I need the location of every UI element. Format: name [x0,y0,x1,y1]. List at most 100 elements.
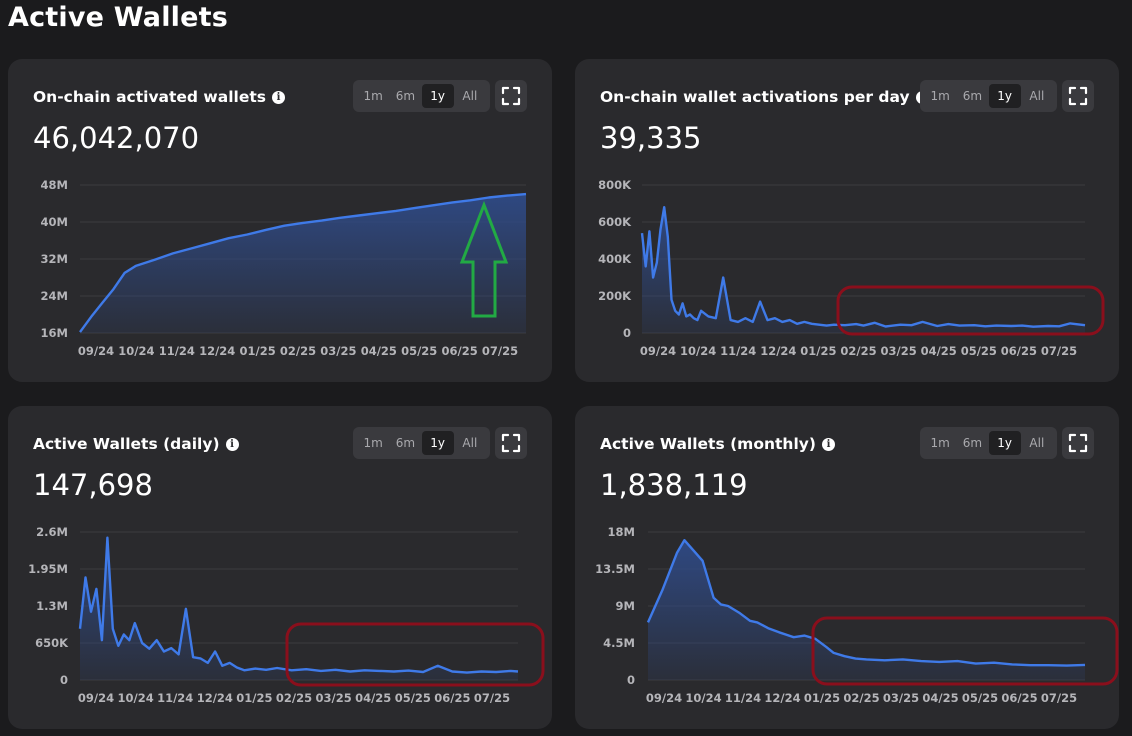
fullscreen-button[interactable] [1062,80,1094,112]
y-tick-label: 32M [41,252,68,266]
range-button-1y[interactable]: 1y [988,431,1021,455]
y-tick-label: 0 [623,326,631,340]
range-button-all[interactable]: All [1029,436,1045,450]
x-tick-label: 10/24 [118,344,154,358]
chart-svg: 0 4.5M 9M 13.5M 18M 09/24 10/24 11/24 12/24 01/25… [595,525,1119,705]
range-button-1m[interactable]: 1m [363,436,383,450]
range-button-1m[interactable]: 1m [363,89,383,103]
x-tick-label: 07/25 [1041,344,1077,358]
range-button-all[interactable]: All [1029,89,1045,103]
series-area [80,194,526,333]
chart-card-4: Active Wallets (monthly) i 1m 6m 1y All 1,838,… [575,406,1119,729]
range-button-1y[interactable]: 1y [988,84,1021,108]
y-tick-label: 18M [608,525,635,539]
card-title: Active Wallets (daily) i [33,435,239,453]
x-tick-label: 04/25 [922,691,958,705]
x-tick-label: 01/25 [804,691,840,705]
y-tick-label: 40M [41,215,68,229]
y-tick-label: 9M [616,599,635,613]
annotation-highlight [836,285,1105,336]
x-tick-label: 01/25 [236,691,272,705]
chart-svg: 0 650K 1.3M 1.95M 2.6M 09/24 10/24 11/24 12/24 01… [28,525,545,705]
fullscreen-button[interactable] [495,80,527,112]
card-title-label: Active Wallets (daily) [33,435,220,453]
y-tick-label: 48M [41,178,68,192]
chart-card-2: On-chain wallet activations per dayi1m6m… [575,59,1119,382]
x-tick-label: 06/25 [441,344,477,358]
x-tick-label: 05/25 [401,344,437,358]
range-button-all[interactable]: All [462,436,478,450]
fullscreen-button[interactable] [1062,427,1094,459]
y-tick-label: 2.6M [36,525,68,539]
x-tick-label: 02/25 [280,344,316,358]
range-button-1m[interactable]: 1m [930,89,950,103]
y-tick-label: 13.5M [595,562,635,576]
x-tick-label: 01/25 [800,344,836,358]
metric-value: 46,042,070 [33,121,200,155]
y-tick-label: 4.5M [603,636,635,650]
x-tick-label: 11/24 [725,691,761,705]
annotation-highlight [285,622,545,687]
x-tick-label: 10/24 [685,691,721,705]
series-line [640,206,1086,328]
fullscreen-icon [501,433,521,453]
fullscreen-icon [1068,86,1088,106]
x-tick-label: 06/25 [434,691,470,705]
x-tick-label: 03/25 [315,691,351,705]
x-tick-label: 07/25 [474,691,510,705]
chart-svg: 0 200K 400K 600K 800K 09/24 10/24 11/24 12/24 01/… [598,178,1105,358]
x-tick-label: 11/24 [720,344,756,358]
series-area [648,540,1085,680]
range-button-1y[interactable]: 1y [421,84,454,108]
chart-card-1: On-chain activated wallets i 1m 6m 1y All 46,0… [8,59,552,382]
range-button-6m[interactable]: 6m [962,89,983,103]
metric-value: 1,838,119 [600,468,748,502]
x-tick-label: 04/25 [355,691,391,705]
y-tick-label: 800K [598,178,632,192]
x-tick-label: 01/25 [239,344,275,358]
series-area [80,537,518,680]
series-line [78,536,519,674]
info-icon[interactable]: i [225,437,239,451]
range-button-6m[interactable]: 6m [395,89,416,103]
time-range-selector: 1m 6m 1y All [353,427,490,459]
card-title-label: Active Wallets (monthly) [600,435,816,453]
x-tick-label: 07/25 [1041,691,1077,705]
x-tick-label: 03/25 [883,691,919,705]
y-tick-label: 24M [41,289,68,303]
x-tick-label: 05/25 [962,691,998,705]
x-tick-label: 03/25 [880,344,916,358]
y-tick-label: 600K [598,215,632,229]
annotation-arrow [459,200,509,318]
fullscreen-button[interactable] [495,427,527,459]
card-title-label: On-chain activated wallets [33,88,266,106]
x-tick-label: 11/24 [157,691,193,705]
x-tick-label: 06/25 [1001,344,1037,358]
annotation-highlight [811,616,1119,686]
x-tick-label: 12/24 [764,691,800,705]
x-tick-label: 06/25 [1001,691,1037,705]
range-button-6m[interactable]: 6m [962,436,983,450]
x-tick-label: 07/25 [482,344,518,358]
x-tick-label: 12/24 [760,344,796,358]
info-icon[interactable]: i [821,437,835,451]
x-tick-label: 03/25 [320,344,356,358]
page-title: Active Wallets [8,2,229,33]
range-button-1m[interactable]: 1m [930,436,950,450]
range-button-1y[interactable]: 1y [421,431,454,455]
range-button-all[interactable]: All [462,89,478,103]
time-range-selector: 1m 6m 1y All [920,80,1057,112]
metric-value: 147,698 [33,468,153,502]
time-range-selector: 1m 6m 1y All [353,80,490,112]
series-line [646,539,1086,667]
x-tick-label: 10/24 [680,344,716,358]
x-tick-label: 05/25 [395,691,431,705]
x-tick-label: 02/25 [843,691,879,705]
info-icon[interactable]: i [271,90,285,104]
x-tick-label: 09/24 [640,344,676,358]
fullscreen-icon [501,86,521,106]
range-button-6m[interactable]: 6m [395,436,416,450]
x-tick-label: 12/24 [199,344,235,358]
y-tick-label: 16M [41,326,68,340]
x-tick-label: 09/24 [78,344,114,358]
